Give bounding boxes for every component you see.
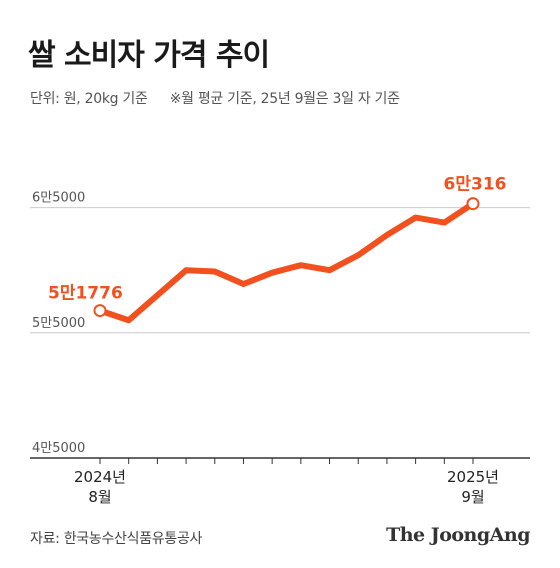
source-note: 자료: 한국농수산식품유통공사 bbox=[30, 531, 203, 547]
y-tick-label: 6만5000 bbox=[32, 191, 85, 206]
y-tick-label: 4만5000 bbox=[32, 441, 85, 456]
unit-note: 단위: 원, 20kg 기준 bbox=[30, 91, 148, 107]
x-tick-label: 2025년 bbox=[447, 468, 499, 486]
chart-title: 쌀 소비자 가격 추이 bbox=[28, 38, 270, 73]
x-tick-label: 2024년 bbox=[74, 468, 126, 486]
x-tick-label: 9월 bbox=[461, 488, 484, 506]
y-tick-label: 5만5000 bbox=[32, 316, 85, 331]
data-label: 5만1776 bbox=[48, 284, 123, 304]
period-note: ※월 평균 기준, 25년 9월은 3일 자 기준 bbox=[169, 91, 400, 107]
series-line bbox=[97, 200, 476, 324]
data-label: 6만316 bbox=[444, 175, 507, 195]
x-tick-label: 8월 bbox=[88, 488, 111, 506]
chart-subtitle: 단위: 원, 20kg 기준 ※월 평균 기준, 25년 9월은 3일 자 기준 bbox=[30, 88, 400, 108]
brand-logo: The JoongAng bbox=[386, 524, 530, 546]
data-point-marker bbox=[466, 197, 480, 211]
data-point-marker bbox=[93, 304, 107, 318]
